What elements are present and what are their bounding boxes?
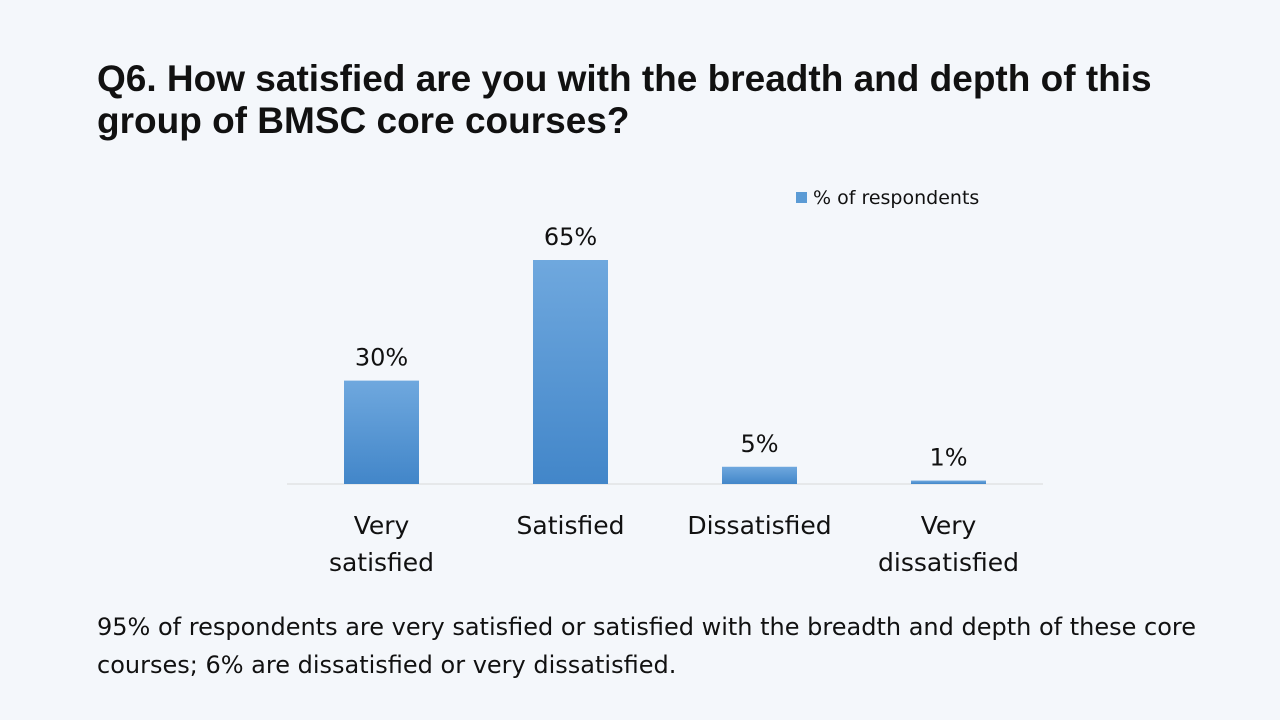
data-label-satisfied: 65% [544, 223, 597, 251]
bar-very-dissatisfied [911, 480, 986, 484]
data-label-very-dissatisfied: 1% [929, 444, 967, 472]
bar-very-satisfied [344, 380, 419, 484]
category-label-satisfied: Satisfied [517, 511, 625, 540]
bar-satisfied [533, 260, 608, 484]
legend-label: % of respondents [813, 187, 979, 209]
slide-title: Q6. How satisfied are you with the bread… [97, 58, 1152, 141]
bar-dissatisfied [722, 466, 797, 484]
category-label-very-satisfied: Very satisfied [329, 511, 434, 577]
data-label-very-satisfied: 30% [355, 344, 408, 372]
legend-swatch [796, 192, 807, 203]
category-label-dissatisfied: Dissatisfied [687, 511, 831, 540]
chart-legend: % of respondents [796, 187, 979, 209]
data-label-dissatisfied: 5% [740, 430, 778, 458]
summary-text: 95% of respondents are very satisfied or… [97, 613, 1196, 679]
category-label-very-dissatisfied: Very dissatisfied [878, 511, 1019, 577]
